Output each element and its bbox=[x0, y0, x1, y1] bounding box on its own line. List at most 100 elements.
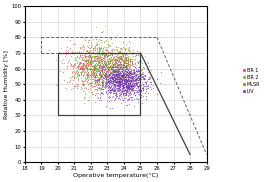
Point bbox=[84, 59, 88, 62]
Point bbox=[122, 51, 126, 54]
Point bbox=[85, 69, 89, 72]
Point bbox=[96, 54, 101, 57]
Point bbox=[100, 67, 104, 70]
Point bbox=[136, 61, 140, 64]
Point bbox=[92, 68, 96, 71]
Point bbox=[120, 68, 125, 71]
Point bbox=[107, 62, 111, 65]
Point bbox=[75, 60, 79, 63]
Point bbox=[97, 50, 101, 52]
Point bbox=[107, 78, 112, 81]
Point bbox=[127, 71, 131, 74]
Point bbox=[134, 73, 138, 76]
Point bbox=[93, 67, 97, 70]
Point bbox=[116, 56, 121, 58]
Point bbox=[126, 76, 131, 79]
Point bbox=[117, 72, 121, 75]
Point bbox=[126, 60, 130, 62]
Point bbox=[114, 68, 119, 71]
Point bbox=[127, 90, 131, 93]
Point bbox=[82, 60, 87, 62]
Point bbox=[92, 76, 97, 79]
Point bbox=[122, 94, 126, 97]
Point bbox=[97, 70, 101, 72]
Point bbox=[91, 66, 96, 69]
Point bbox=[135, 76, 139, 79]
Point bbox=[130, 61, 135, 64]
Point bbox=[119, 83, 124, 86]
Point bbox=[118, 80, 122, 83]
Point bbox=[101, 56, 105, 59]
Point bbox=[97, 53, 102, 56]
Point bbox=[111, 81, 115, 84]
Point bbox=[121, 98, 125, 101]
Point bbox=[110, 66, 115, 69]
Point bbox=[111, 66, 116, 69]
Point bbox=[107, 53, 111, 56]
Point bbox=[100, 55, 104, 58]
Point bbox=[94, 55, 98, 58]
Point bbox=[91, 47, 96, 50]
Point bbox=[143, 88, 148, 91]
Point bbox=[117, 55, 121, 58]
Point bbox=[92, 85, 96, 88]
Point bbox=[97, 60, 102, 62]
Point bbox=[130, 74, 135, 77]
Point bbox=[116, 89, 121, 92]
Point bbox=[117, 69, 121, 72]
Point bbox=[122, 80, 126, 83]
Point bbox=[133, 70, 137, 73]
Point bbox=[114, 74, 118, 77]
Point bbox=[108, 80, 112, 83]
Point bbox=[99, 58, 103, 60]
Point bbox=[121, 40, 125, 43]
Point bbox=[100, 81, 104, 84]
Point bbox=[78, 68, 83, 71]
Point bbox=[102, 54, 106, 57]
Point bbox=[102, 72, 107, 75]
Point bbox=[107, 97, 111, 100]
Point bbox=[126, 64, 130, 67]
Point bbox=[117, 82, 121, 85]
Point bbox=[79, 71, 83, 74]
Point bbox=[96, 66, 101, 68]
Point bbox=[86, 39, 91, 41]
Point bbox=[123, 81, 127, 84]
Point bbox=[132, 59, 137, 62]
Point bbox=[124, 79, 129, 82]
Point bbox=[117, 78, 121, 81]
Point bbox=[99, 87, 103, 90]
Point bbox=[107, 73, 111, 76]
Point bbox=[93, 79, 97, 82]
Point bbox=[81, 68, 85, 71]
Point bbox=[116, 80, 121, 82]
Point bbox=[114, 60, 119, 63]
Point bbox=[81, 67, 86, 70]
Point bbox=[116, 77, 120, 80]
Point bbox=[103, 54, 107, 56]
Point bbox=[117, 62, 121, 65]
Point bbox=[102, 54, 106, 56]
Point bbox=[105, 63, 109, 66]
Point bbox=[120, 85, 125, 88]
Point bbox=[93, 58, 97, 61]
Point bbox=[134, 78, 138, 80]
Point bbox=[112, 69, 116, 72]
Point bbox=[102, 52, 106, 55]
Point bbox=[114, 75, 118, 78]
Point bbox=[129, 76, 134, 79]
Point bbox=[115, 78, 119, 80]
Point bbox=[138, 67, 142, 70]
Point bbox=[79, 68, 84, 71]
Point bbox=[83, 96, 88, 98]
Point bbox=[112, 84, 116, 87]
Point bbox=[135, 90, 140, 93]
Point bbox=[83, 66, 88, 69]
Point bbox=[132, 84, 136, 86]
Point bbox=[100, 82, 105, 84]
Point bbox=[122, 60, 127, 63]
Point bbox=[89, 68, 93, 70]
Point bbox=[129, 86, 133, 89]
Point bbox=[116, 82, 120, 85]
Point bbox=[112, 92, 116, 95]
